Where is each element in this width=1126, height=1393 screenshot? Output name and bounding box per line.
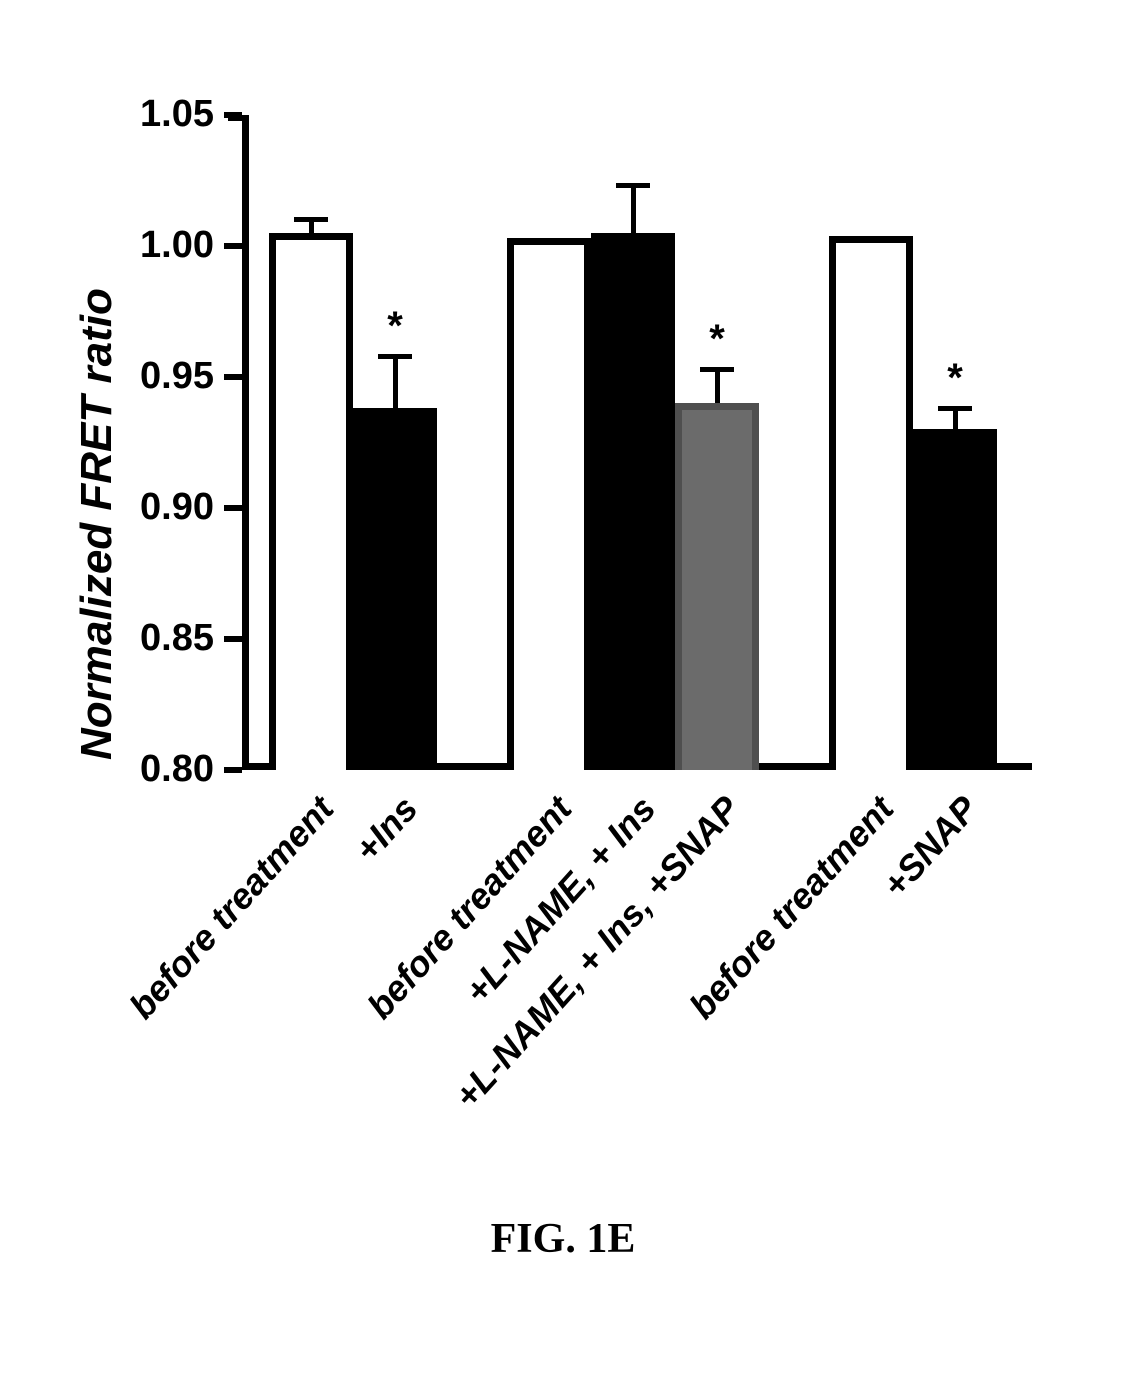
figure-1e: Normalized FRET ratio 0.800.850.900.951.… xyxy=(0,0,1126,1393)
bar xyxy=(591,233,675,770)
error-bar-stem xyxy=(953,408,958,429)
bar xyxy=(913,429,997,770)
figure-caption: FIG. 1E xyxy=(0,1215,1126,1263)
y-tick-label: 1.00 xyxy=(114,224,214,267)
error-bar-cap xyxy=(294,217,328,222)
x-tick-label: before treatment xyxy=(121,788,342,1027)
error-bar-cap xyxy=(378,354,412,359)
error-bar-cap xyxy=(938,406,972,411)
y-tick-label: 0.90 xyxy=(114,486,214,529)
y-tick xyxy=(224,767,242,773)
error-bar-cap xyxy=(616,183,650,188)
y-tick xyxy=(224,505,242,511)
x-tick-label: +Ins xyxy=(346,788,426,870)
y-tick xyxy=(224,636,242,642)
y-tick xyxy=(224,374,242,380)
y-tick xyxy=(224,112,242,118)
y-tick-label: 0.80 xyxy=(114,748,214,791)
significance-marker: * xyxy=(375,304,415,349)
y-tick-label: 0.85 xyxy=(114,617,214,660)
error-bar-stem xyxy=(393,356,398,408)
bar xyxy=(353,408,437,770)
significance-marker: * xyxy=(935,356,975,401)
bar xyxy=(675,403,759,770)
y-axis-line xyxy=(242,115,249,770)
bar xyxy=(507,238,591,770)
y-tick-label: 1.05 xyxy=(114,93,214,136)
error-bar-cap xyxy=(700,367,734,372)
error-bar-stem xyxy=(631,186,636,233)
bar xyxy=(829,236,913,770)
error-bar-stem xyxy=(715,369,720,403)
y-tick-label: 0.95 xyxy=(114,355,214,398)
y-tick xyxy=(224,243,242,249)
bar xyxy=(269,233,353,770)
significance-marker: * xyxy=(697,317,737,362)
